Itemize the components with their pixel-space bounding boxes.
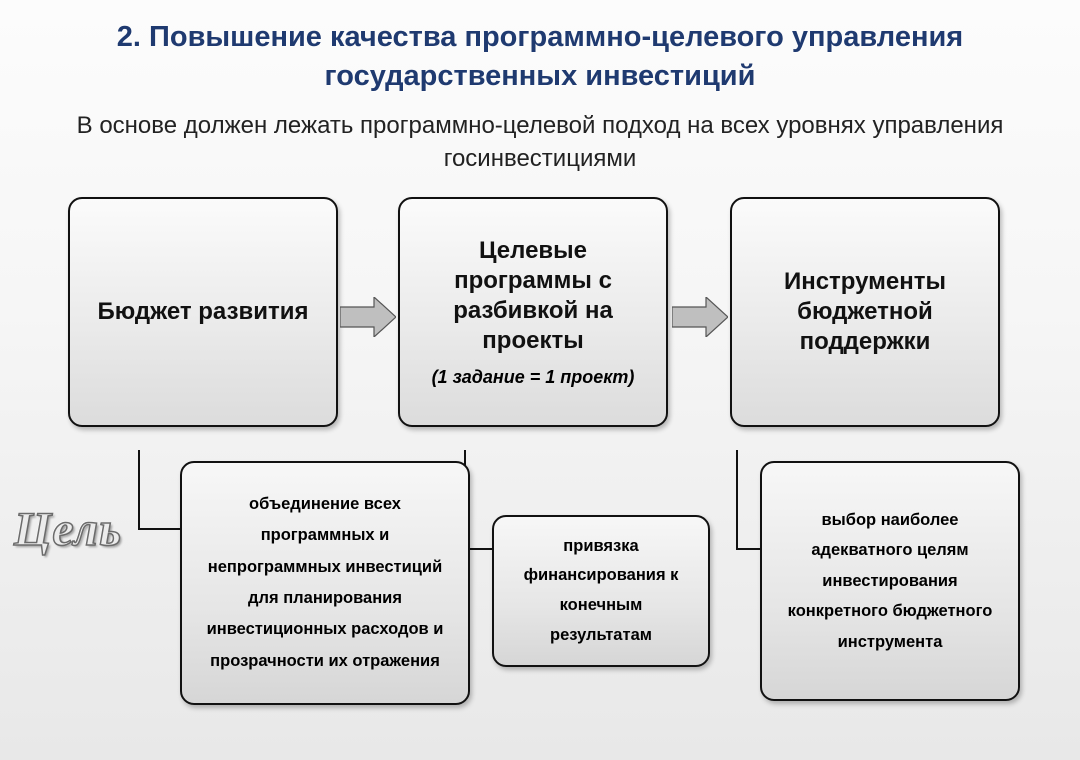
box-instruments-title: Инструменты бюджетной поддержки [746,267,984,357]
arrow-2 [672,297,728,337]
page-title: 2. Повышение качества программно-целевог… [0,0,1080,104]
box-programs-note: (1 задание = 1 проект) [432,366,635,389]
box-programs-title: Целевые программы с разбивкой на проекты [414,236,652,356]
page-subtitle: В основе должен лежать программно-целево… [0,104,1080,187]
box-programs: Целевые программы с разбивкой на проекты… [398,197,668,427]
box-instruments: Инструменты бюджетной поддержки [730,197,1000,427]
top-row: Бюджет развития Целевые программы с разб… [0,197,1080,447]
desc-budget: объединение всех программных и непрограм… [180,461,470,705]
desc-programs: привязка финансирования к конечным резул… [492,515,710,667]
desc-instruments: выбор наиболее адекватного целям инвести… [760,461,1020,701]
bottom-row: объединение всех программных и непрограм… [0,455,1080,715]
box-budget-title: Бюджет развития [97,297,308,327]
box-budget: Бюджет развития [68,197,338,427]
arrow-1 [340,297,396,337]
